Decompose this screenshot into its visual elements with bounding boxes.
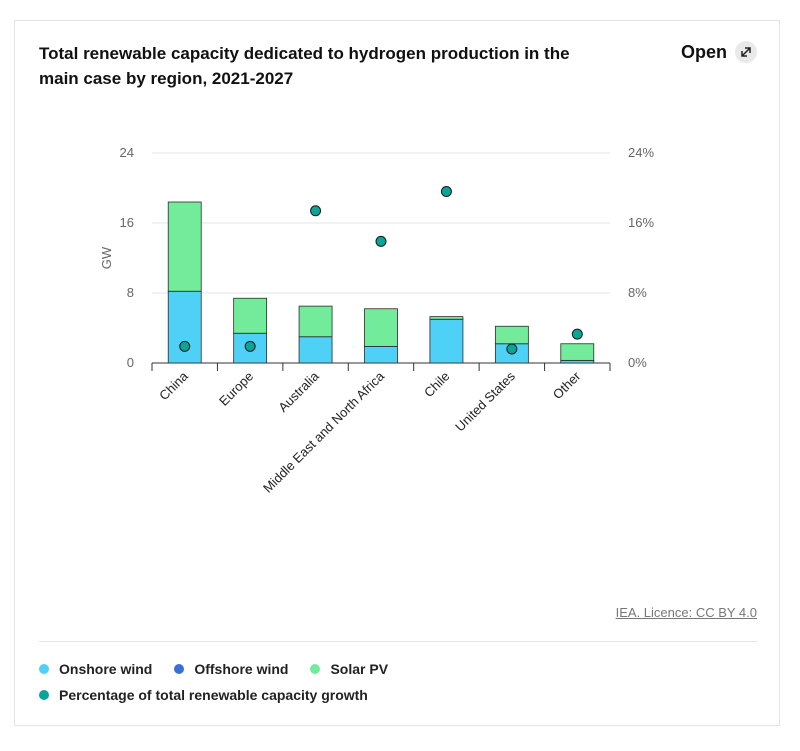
y2-tick-label: 16%: [628, 215, 654, 230]
legend-label: Solar PV: [330, 661, 389, 677]
open-label: Open: [680, 41, 727, 62]
bar-solar-pv: [298, 305, 333, 338]
legend-swatch-onshore-wind: [39, 664, 49, 674]
bar-solar-pv: [167, 201, 202, 292]
x-category-label: China: [156, 368, 191, 403]
legend-label: Onshore wind: [59, 661, 153, 677]
expand-arrows-icon: [735, 41, 757, 63]
legend-swatch-percentage: [39, 690, 49, 700]
x-category-label: United States: [452, 368, 518, 434]
open-button[interactable]: Open: [681, 41, 757, 63]
licence-link[interactable]: IEA. Licence: CC BY 4.0: [615, 605, 757, 620]
y-axis-label: GW: [99, 246, 114, 269]
percentage-point: [244, 340, 256, 352]
percentage-point: [571, 328, 583, 340]
bar-solar-pv: [364, 308, 398, 347]
y2-tick-label: 8%: [628, 285, 647, 300]
x-category-label: Australia: [275, 368, 322, 415]
y-tick-label: 8: [127, 285, 134, 300]
x-category-label: Middle East and North Africa: [260, 368, 388, 496]
x-category-label: Other: [550, 368, 584, 402]
bar-onshore-wind: [167, 290, 202, 364]
legend-item-onshore-wind[interactable]: Onshore wind: [39, 661, 152, 677]
percentage-point: [310, 205, 322, 217]
percentage-point: [506, 343, 518, 355]
x-category-label: Chile: [421, 369, 453, 401]
y-tick-label: 0: [127, 355, 134, 370]
legend-item-percentage[interactable]: Percentage of total renewable capacity g…: [39, 687, 368, 703]
legend-label: Offshore wind: [194, 661, 289, 677]
bar-onshore-wind: [364, 345, 398, 364]
percentage-point: [440, 186, 452, 197]
chart-card: Total renewable capacity dedicated to hy…: [14, 20, 780, 726]
y-tick-label: 16: [120, 215, 134, 230]
chart-title: Total renewable capacity dedicated to hy…: [39, 44, 570, 88]
y2-tick-label: 24%: [628, 145, 654, 160]
bar-solar-pv: [560, 343, 595, 361]
y-tick-label: 24: [120, 145, 134, 160]
legend-item-solar-pv[interactable]: Solar PV: [310, 661, 388, 677]
bar-onshore-wind: [298, 336, 333, 364]
percentage-point: [375, 235, 387, 247]
legend-row: Onshore wind Offshore wind Solar PV: [39, 661, 739, 677]
legend-swatch-offshore-wind: [174, 664, 185, 674]
bar-solar-pv: [494, 325, 529, 345]
legend-label: Percentage of total renewable capacity g…: [59, 687, 368, 703]
percentage-point: [179, 340, 191, 352]
bar-chart: 0 0% 8 8% 16 16% 24 24% GW China Europe AustraliaMi…: [99, 145, 654, 496]
bar-solar-pv: [429, 316, 464, 320]
bar-onshore-wind: [429, 318, 464, 364]
divider: [39, 641, 757, 642]
legend-swatch-solar-pv: [310, 664, 321, 674]
legend-item-offshore-wind[interactable]: Offshore wind: [174, 661, 288, 677]
bar-solar-pv: [233, 297, 268, 334]
x-category-label: Europe: [216, 369, 256, 409]
legend: Onshore wind Offshore wind Solar PV Perc…: [39, 661, 739, 713]
y2-tick-label: 0%: [628, 355, 647, 370]
legend-row: Percentage of total renewable capacity g…: [39, 687, 739, 703]
